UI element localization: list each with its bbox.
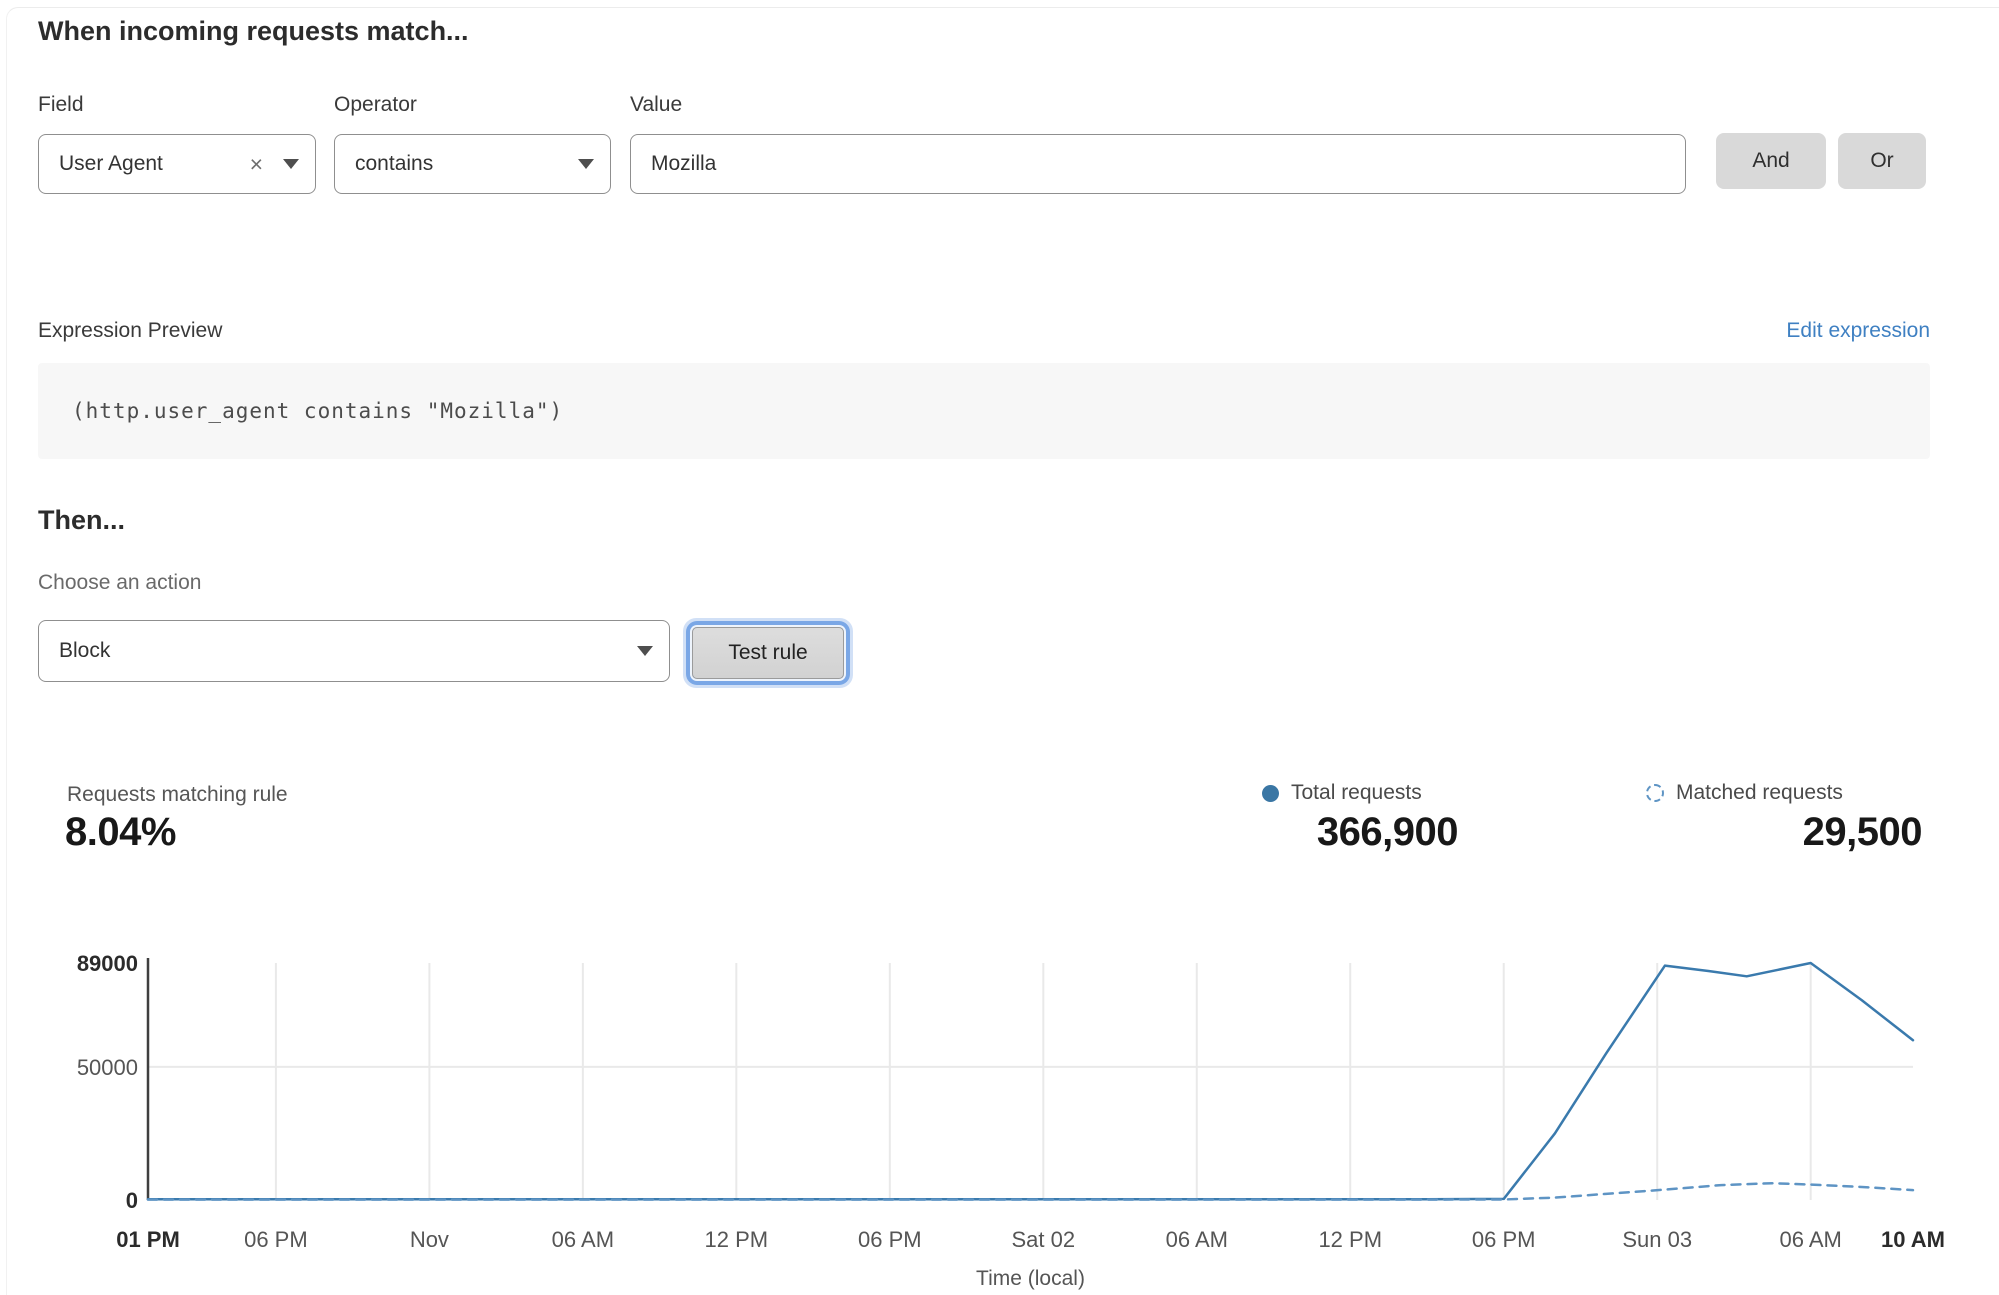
page-title: When incoming requests match... xyxy=(38,16,469,46)
field-select[interactable]: User Agent × xyxy=(38,134,316,194)
chevron-down-icon xyxy=(578,159,594,169)
field-select-value: User Agent xyxy=(59,152,163,175)
y-tick-label: 0 xyxy=(126,1188,138,1213)
matched-requests-value: 29,500 xyxy=(1802,810,1923,854)
chevron-down-icon xyxy=(283,159,299,169)
series-solid xyxy=(146,961,1915,1201)
value-input[interactable] xyxy=(630,134,1686,194)
choose-action-label: Choose an action xyxy=(38,571,202,594)
legend-total-requests[interactable]: Total requests xyxy=(1262,781,1422,805)
clear-x-icon[interactable]: × xyxy=(249,150,263,177)
requests-matching-value: 8.04% xyxy=(65,810,176,854)
then-heading: Then... xyxy=(38,505,125,535)
y-tick-label: 89000 xyxy=(77,951,138,976)
or-button[interactable]: Or xyxy=(1838,133,1926,189)
field-label: Field xyxy=(38,93,84,116)
expression-code: (http.user_agent contains "Mozilla") xyxy=(72,399,564,423)
action-select[interactable]: Block xyxy=(38,620,670,682)
x-tick-label: Sun 03 xyxy=(1622,1227,1692,1252)
expression-preview-label: Expression Preview xyxy=(38,319,223,342)
expression-code-box: (http.user_agent contains "Mozilla") xyxy=(38,363,1930,459)
x-tick-label: 10 AM xyxy=(1881,1227,1945,1252)
x-tick-label: 06 AM xyxy=(1779,1227,1841,1252)
y-tick-label: 50000 xyxy=(77,1055,138,1080)
x-tick-label: Nov xyxy=(410,1227,449,1252)
x-tick-label: 12 PM xyxy=(1318,1227,1382,1252)
x-axis-title: Time (local) xyxy=(976,1267,1085,1290)
test-rule-button[interactable]: Test rule xyxy=(692,627,844,679)
legend-matched-requests[interactable]: Matched requests xyxy=(1646,781,1843,805)
x-tick-label: 06 PM xyxy=(244,1227,308,1252)
legend-total-label: Total requests xyxy=(1291,781,1422,804)
x-tick-label: Sat 02 xyxy=(1011,1227,1075,1252)
series-dashed xyxy=(146,1181,1915,1201)
legend-matched-label: Matched requests xyxy=(1676,781,1843,804)
operator-select[interactable]: contains xyxy=(334,134,611,194)
requests-matching-label: Requests matching rule xyxy=(67,783,288,806)
x-tick-label: 06 PM xyxy=(1472,1227,1536,1252)
chevron-down-icon xyxy=(637,646,653,656)
action-select-value: Block xyxy=(59,639,111,662)
requests-line-chart: 0 50000 89000 01 PM 06 PM Nov 06 AM 12 PM 06 PM S… xyxy=(77,951,1945,1290)
total-requests-value: 366,900 xyxy=(1316,810,1459,854)
value-label: Value xyxy=(630,93,683,116)
operator-label: Operator xyxy=(334,93,417,116)
edit-expression-link[interactable]: Edit expression xyxy=(1786,319,1930,342)
x-tick-label: 06 AM xyxy=(1166,1227,1228,1252)
x-tick-label: 12 PM xyxy=(705,1227,769,1252)
and-button[interactable]: And xyxy=(1716,133,1826,189)
x-tick-label: 06 PM xyxy=(858,1227,922,1252)
solid-dot-icon xyxy=(1262,784,1279,802)
x-tick-label: 01 PM xyxy=(116,1227,180,1252)
dashed-circle-icon xyxy=(1646,784,1664,802)
x-tick-label: 06 AM xyxy=(552,1227,614,1252)
operator-select-value: contains xyxy=(355,152,434,175)
